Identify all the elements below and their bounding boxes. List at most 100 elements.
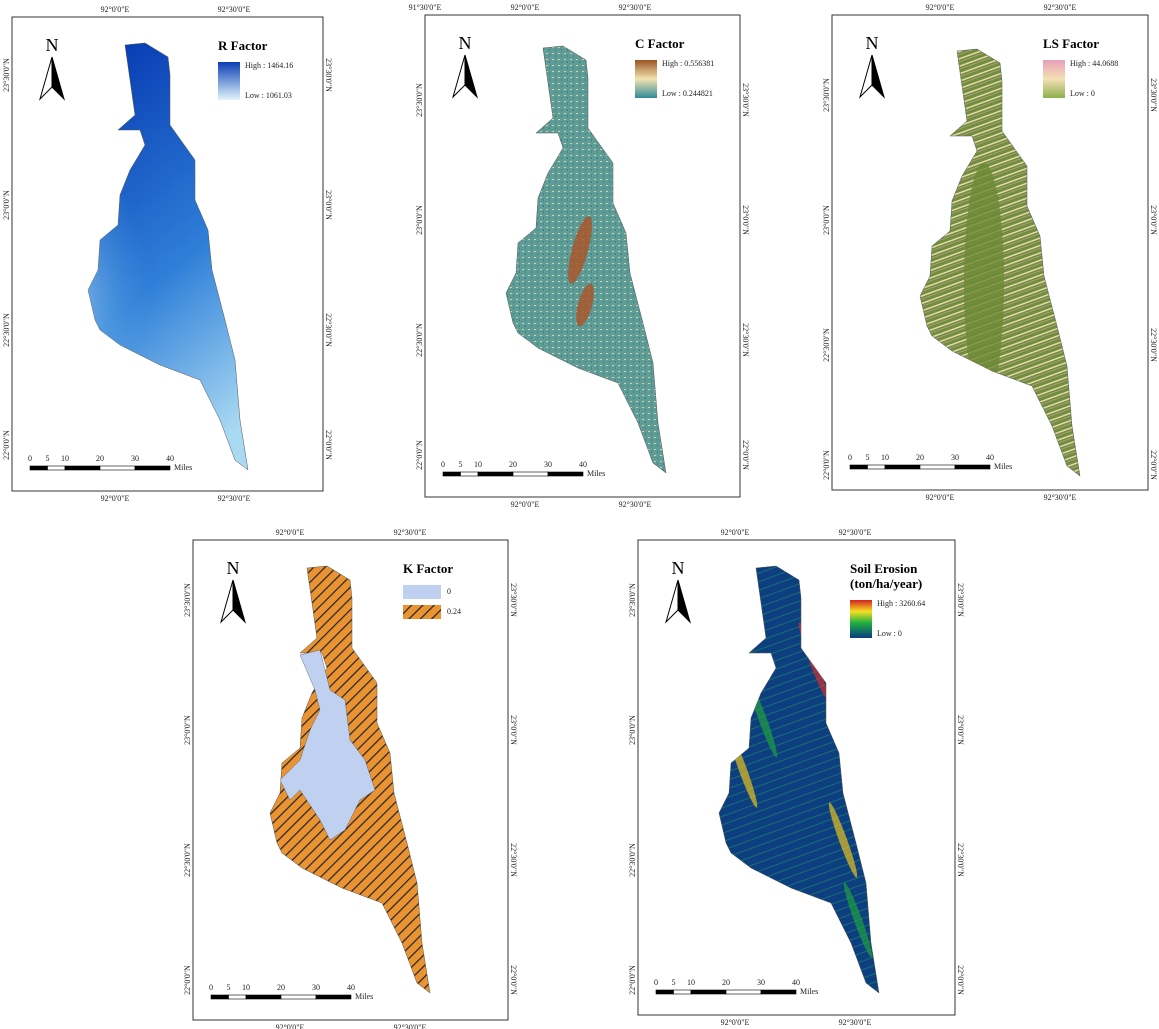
- scale-segment: [955, 465, 990, 469]
- scale-label: 0: [441, 460, 445, 469]
- scale-label: 0: [209, 983, 213, 992]
- scale-label: 20: [722, 978, 730, 987]
- lat-label: 23°0'0"N: [183, 715, 192, 745]
- scale-label: 0: [654, 978, 658, 987]
- map-title: (ton/ha/year): [850, 576, 922, 591]
- scale-label: 30: [544, 460, 552, 469]
- lat-label: 22°30'0"N: [1149, 328, 1158, 362]
- lon-label: 92°30'0"E: [839, 1018, 872, 1027]
- north-label: N: [459, 33, 472, 53]
- lat-label: 23°0'0"N: [2, 190, 11, 220]
- scale-segment: [920, 465, 955, 469]
- scale-segment: [48, 466, 66, 470]
- lat-label: 23°0'0"N: [1149, 205, 1158, 235]
- map-title: C Factor: [635, 36, 685, 51]
- lat-label: 22°30'0"N: [822, 328, 831, 362]
- legend-label: High : 3260.64: [877, 599, 925, 608]
- scale-unit: Miles: [174, 463, 192, 472]
- legend-label: Low : 1061.03: [245, 91, 292, 100]
- scale-segment: [229, 995, 247, 999]
- legend-label: 0.24: [447, 607, 461, 616]
- lon-label: 92°30'0"E: [218, 5, 251, 14]
- lon-label: 92°30'0"E: [1044, 493, 1077, 502]
- lon-label: 92°0'0"E: [926, 3, 955, 12]
- scale-segment: [868, 465, 886, 469]
- legend-label: 0: [447, 587, 451, 596]
- scale-segment: [850, 465, 868, 469]
- legend-swatch: [403, 605, 441, 619]
- lon-label: 92°30'0"E: [1044, 3, 1077, 12]
- lat-label: 23°30'0"N: [183, 583, 192, 617]
- lon-label: 92°0'0"E: [926, 493, 955, 502]
- map-title: K Factor: [403, 561, 453, 576]
- lat-label: 22°0'0"N: [509, 965, 518, 995]
- lon-label: 92°0'0"E: [721, 1018, 750, 1027]
- scale-segment: [65, 466, 100, 470]
- scale-label: 20: [96, 454, 104, 463]
- scale-segment: [443, 472, 461, 476]
- lat-label: 22°0'0"N: [324, 430, 333, 460]
- north-label: N: [672, 558, 685, 578]
- scale-segment: [761, 990, 796, 994]
- lat-label: 22°0'0"N: [2, 430, 11, 460]
- lat-label: 23°0'0"N: [509, 715, 518, 745]
- lat-label: 22°30'0"N: [415, 323, 424, 357]
- scale-segment: [135, 466, 170, 470]
- lat-label: 22°30'0"N: [741, 323, 750, 357]
- scale-label: 20: [509, 460, 517, 469]
- lat-label: 23°30'0"N: [822, 78, 831, 112]
- lat-label: 23°0'0"N: [956, 715, 965, 745]
- scale-unit: Miles: [587, 469, 605, 478]
- scale-segment: [726, 990, 761, 994]
- lon-label: 92°0'0"E: [101, 494, 130, 503]
- scale-unit: Miles: [994, 462, 1012, 471]
- scale-label: 10: [881, 453, 889, 462]
- lat-label: 23°30'0"N: [2, 58, 11, 92]
- scale-segment: [674, 990, 692, 994]
- scale-label: 10: [242, 983, 250, 992]
- lat-label: 22°30'0"N: [628, 843, 637, 877]
- scale-label: 40: [347, 983, 355, 992]
- lon-label: 92°0'0"E: [276, 1023, 305, 1029]
- lon-label: 92°0'0"E: [511, 3, 540, 12]
- scale-segment: [548, 472, 583, 476]
- north-label: N: [866, 33, 879, 53]
- scale-label: 10: [687, 978, 695, 987]
- scale-label: 20: [277, 983, 285, 992]
- lon-label: 92°30'0"E: [619, 3, 652, 12]
- lon-label: 92°0'0"E: [511, 500, 540, 509]
- scale-segment: [246, 995, 281, 999]
- figure: NR FactorHigh : 1464.16Low : 1061.030510…: [0, 0, 1159, 1029]
- lat-label: 22°30'0"N: [324, 313, 333, 347]
- scale-segment: [513, 472, 548, 476]
- lat-label: 23°30'0"N: [741, 83, 750, 117]
- lon-label: 92°0'0"E: [721, 528, 750, 537]
- legend-ramp: [1043, 60, 1065, 98]
- scale-label: 0: [28, 454, 32, 463]
- lat-label: 23°30'0"N: [324, 58, 333, 92]
- lat-label: 22°30'0"N: [956, 843, 965, 877]
- scale-segment: [30, 466, 48, 470]
- lat-label: 23°30'0"N: [509, 583, 518, 617]
- lat-label: 22°0'0"N: [1149, 450, 1158, 480]
- lon-label: 92°30'0"E: [619, 500, 652, 509]
- legend-ramp: [635, 60, 657, 98]
- lat-label: 23°0'0"N: [415, 205, 424, 235]
- lon-label: 92°30'0"E: [218, 494, 251, 503]
- scale-label: 40: [792, 978, 800, 987]
- scale-label: 5: [227, 983, 231, 992]
- lat-label: 22°0'0"N: [956, 965, 965, 995]
- scale-label: 30: [951, 453, 959, 462]
- lat-label: 23°30'0"N: [956, 583, 965, 617]
- lat-label: 22°30'0"N: [509, 843, 518, 877]
- scale-label: 40: [986, 453, 994, 462]
- scale-label: 30: [757, 978, 765, 987]
- scale-label: 40: [579, 460, 587, 469]
- lon-label: 92°0'0"E: [276, 528, 305, 537]
- lat-label: 22°30'0"N: [2, 313, 11, 347]
- legend-label: Low : 0: [1070, 89, 1095, 98]
- scale-label: 5: [672, 978, 676, 987]
- map-title: Soil Erosion: [850, 561, 918, 576]
